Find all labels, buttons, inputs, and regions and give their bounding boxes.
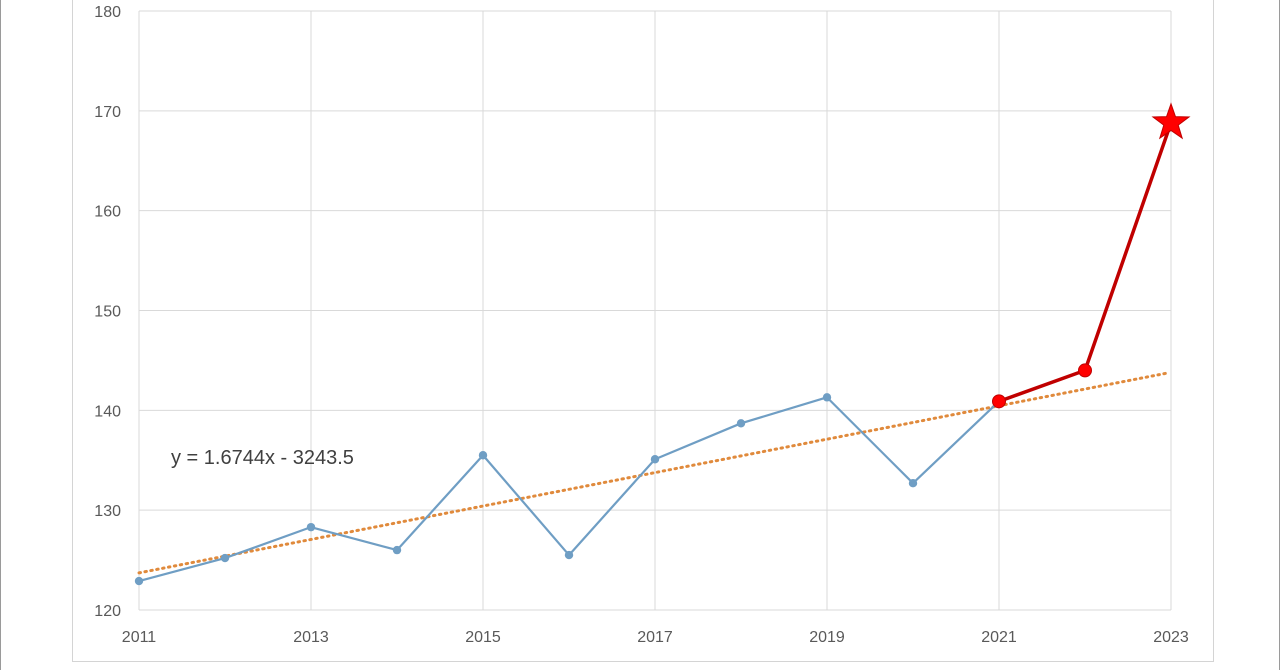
trendline-equation-label: y = 1.6744x - 3243.5 bbox=[171, 447, 354, 469]
series-1-point bbox=[908, 479, 918, 488]
x-tick-label: 2013 bbox=[293, 629, 329, 646]
series-1-point bbox=[392, 545, 402, 555]
y-tick-label: 180 bbox=[94, 4, 121, 21]
series-1-point bbox=[564, 550, 574, 560]
axis-tick-labels: 120 130 140 150 160 170 180 2011 2013 2015 2017 201… bbox=[94, 4, 1189, 646]
y-tick-label: 120 bbox=[94, 603, 121, 620]
series-1-point bbox=[822, 393, 832, 402]
x-tick-label: 2011 bbox=[122, 629, 157, 646]
x-tick-label: 2015 bbox=[465, 629, 501, 646]
x-tick-label: 2021 bbox=[981, 629, 1017, 646]
trendline-group bbox=[137, 371, 1169, 575]
trendline bbox=[137, 371, 1169, 575]
y-tick-label: 160 bbox=[94, 204, 121, 221]
series-2-point bbox=[992, 394, 1006, 409]
y-tick-label: 130 bbox=[94, 503, 121, 520]
series-1-point bbox=[478, 451, 488, 460]
x-tick-label: 2019 bbox=[809, 629, 845, 646]
series-2-point bbox=[1078, 363, 1092, 378]
grid-lines bbox=[138, 10, 1172, 611]
series-1-point bbox=[134, 576, 144, 586]
series-1-point bbox=[220, 553, 230, 563]
y-tick-label: 140 bbox=[94, 403, 121, 420]
series-1-point bbox=[736, 419, 746, 428]
y-tick-label: 170 bbox=[94, 104, 121, 121]
line-chart: 120 130 140 150 160 170 180 2011 2013 2015 2017 201… bbox=[94, 4, 1191, 646]
series-1-point bbox=[306, 522, 316, 532]
x-tick-label: 2023 bbox=[1153, 629, 1189, 646]
series-1-point bbox=[650, 455, 660, 464]
series-2-line bbox=[998, 122, 1173, 403]
x-tick-label: 2017 bbox=[637, 629, 673, 646]
y-tick-label: 150 bbox=[94, 304, 121, 321]
series-group bbox=[134, 102, 1191, 586]
star-marker bbox=[1151, 102, 1191, 140]
chart-area: 120 130 140 150 160 170 180 2011 2013 2015 2017 201… bbox=[72, 0, 1214, 662]
